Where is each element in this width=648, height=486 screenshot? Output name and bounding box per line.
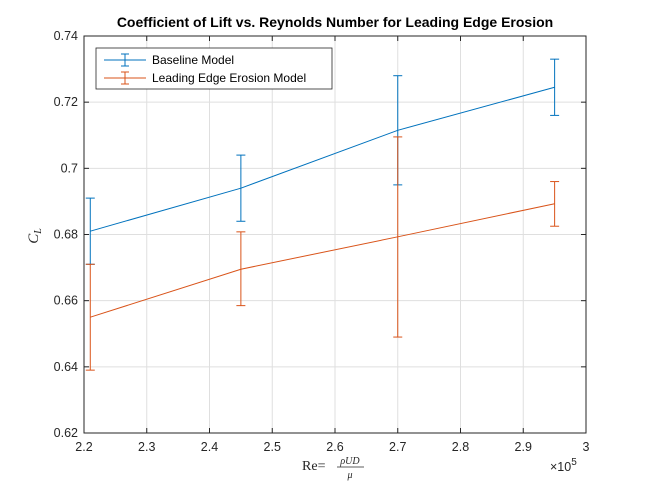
y-tick-label: 0.72 bbox=[54, 95, 78, 109]
y-tick-label: 0.64 bbox=[54, 360, 78, 374]
svg-text:Re=: Re= bbox=[302, 459, 326, 474]
y-tick-label: 0.62 bbox=[54, 426, 78, 440]
x-axis-label: Re= ρUD μ bbox=[302, 456, 364, 481]
x-tick-label: 2.3 bbox=[138, 440, 155, 454]
legend-label-erosion: Leading Edge Erosion Model bbox=[152, 71, 306, 85]
x-tick-label: 2.5 bbox=[264, 440, 281, 454]
x-tick-label: 2.7 bbox=[389, 440, 406, 454]
legend-label-baseline: Baseline Model bbox=[152, 53, 234, 67]
legend-box bbox=[95, 47, 333, 90]
y-axis-label-main: C bbox=[26, 233, 42, 244]
x-axis-exponent: ×105 bbox=[550, 457, 577, 474]
svg-text:CL: CL bbox=[26, 228, 44, 244]
y-tick-label: 0.68 bbox=[54, 228, 78, 242]
x-axis-exponent-power: 5 bbox=[571, 457, 577, 468]
x-axis-label-eq: = bbox=[318, 459, 326, 474]
x-tick-label: 2.8 bbox=[452, 440, 469, 454]
legend-item-erosion: Leading Edge Erosion Model bbox=[104, 71, 306, 85]
y-axis-label: CL bbox=[26, 228, 44, 244]
x-axis-label-numerator: ρUD bbox=[339, 456, 360, 467]
x-axis-exponent-base: ×10 bbox=[550, 460, 571, 474]
ticks: 2.2 2.3 2.4 2.5 2.6 2.7 2.8 2.9 3 0.62 0.64 0.66 0.6… bbox=[54, 29, 590, 454]
y-tick-label: 0.7 bbox=[61, 161, 78, 175]
x-tick-label: 2.2 bbox=[75, 440, 92, 454]
x-tick-label: 2.4 bbox=[201, 440, 218, 454]
series-line bbox=[90, 203, 555, 318]
series-line bbox=[90, 86, 555, 232]
x-axis-label-denominator: μ bbox=[346, 470, 352, 481]
x-tick-label: 2.9 bbox=[515, 440, 532, 454]
x-axis-label-re: Re bbox=[302, 459, 318, 474]
x-tick-label: 3 bbox=[583, 440, 590, 454]
series-1 bbox=[85, 136, 560, 371]
legend: Baseline Model Leading Edge Erosion Mode… bbox=[95, 47, 333, 90]
x-tick-label: 2.6 bbox=[326, 440, 343, 454]
legend-item-baseline: Baseline Model bbox=[104, 53, 234, 67]
y-axis-label-sub: L bbox=[33, 228, 44, 235]
chart-title: Coefficient of Lift vs. Reynolds Number … bbox=[117, 14, 553, 30]
series bbox=[85, 58, 560, 371]
y-tick-label: 0.66 bbox=[54, 294, 78, 308]
y-tick-label: 0.74 bbox=[54, 29, 78, 43]
